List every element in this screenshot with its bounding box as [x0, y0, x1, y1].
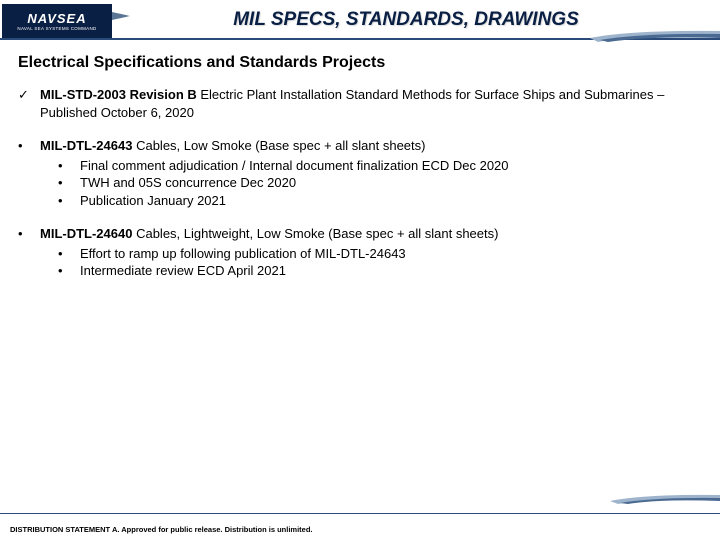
spec-item: • MIL-DTL-24643 Cables, Low Smoke (Base …: [18, 137, 702, 209]
sub-item: •Publication January 2021: [58, 192, 702, 210]
sub-list: •Effort to ramp up following publication…: [58, 245, 702, 280]
sub-item: •Final comment adjudication / Internal d…: [58, 157, 702, 175]
spec-id: MIL-DTL-24643: [40, 138, 132, 153]
bullet-icon: •: [58, 174, 80, 192]
spec-id: MIL-DTL-24640: [40, 226, 132, 241]
sub-item: •TWH and 05S concurrence Dec 2020: [58, 174, 702, 192]
footer-rule: [0, 513, 720, 514]
bullet-icon: •: [18, 225, 40, 243]
bullet-icon: •: [18, 137, 40, 155]
sub-text: TWH and 05S concurrence Dec 2020: [80, 174, 296, 192]
spec-text: MIL-STD-2003 Revision B Electric Plant I…: [40, 86, 702, 121]
slide-content: Electrical Specifications and Standards …: [0, 40, 720, 280]
logo-subtext: NAVAL SEA SYSTEMS COMMAND: [17, 26, 96, 31]
sub-text: Publication January 2021: [80, 192, 226, 210]
header-swoosh-icon: [590, 28, 720, 42]
spec-id: MIL-STD-2003 Revision B: [40, 87, 197, 102]
bullet-icon: •: [58, 245, 80, 263]
logo-wing-icon: [112, 12, 130, 20]
spec-item: • MIL-DTL-24640 Cables, Lightweight, Low…: [18, 225, 702, 280]
bullet-icon: •: [58, 157, 80, 175]
check-icon: ✓: [18, 86, 40, 104]
bullet-icon: •: [58, 262, 80, 280]
sub-item: •Effort to ramp up following publication…: [58, 245, 702, 263]
distribution-statement: DISTRIBUTION STATEMENT A. Approved for p…: [10, 525, 313, 534]
sub-text: Intermediate review ECD April 2021: [80, 262, 286, 280]
spec-text: MIL-DTL-24643 Cables, Low Smoke (Base sp…: [40, 137, 702, 155]
section-title: Electrical Specifications and Standards …: [18, 54, 702, 72]
spec-text: MIL-DTL-24640 Cables, Lightweight, Low S…: [40, 225, 702, 243]
navsea-logo: NAVSEA NAVAL SEA SYSTEMS COMMAND: [2, 4, 112, 38]
footer-swoosh-icon: [610, 492, 720, 504]
spec-desc: Cables, Lightweight, Low Smoke (Base spe…: [132, 226, 498, 241]
sub-text: Effort to ramp up following publication …: [80, 245, 406, 263]
bullet-icon: •: [58, 192, 80, 210]
sub-item: •Intermediate review ECD April 2021: [58, 262, 702, 280]
sub-list: •Final comment adjudication / Internal d…: [58, 157, 702, 210]
spec-item: ✓ MIL-STD-2003 Revision B Electric Plant…: [18, 86, 702, 121]
sub-text: Final comment adjudication / Internal do…: [80, 157, 509, 175]
spec-desc: Cables, Low Smoke (Base spec + all slant…: [132, 138, 425, 153]
logo-text: NAVSEA: [27, 12, 86, 25]
